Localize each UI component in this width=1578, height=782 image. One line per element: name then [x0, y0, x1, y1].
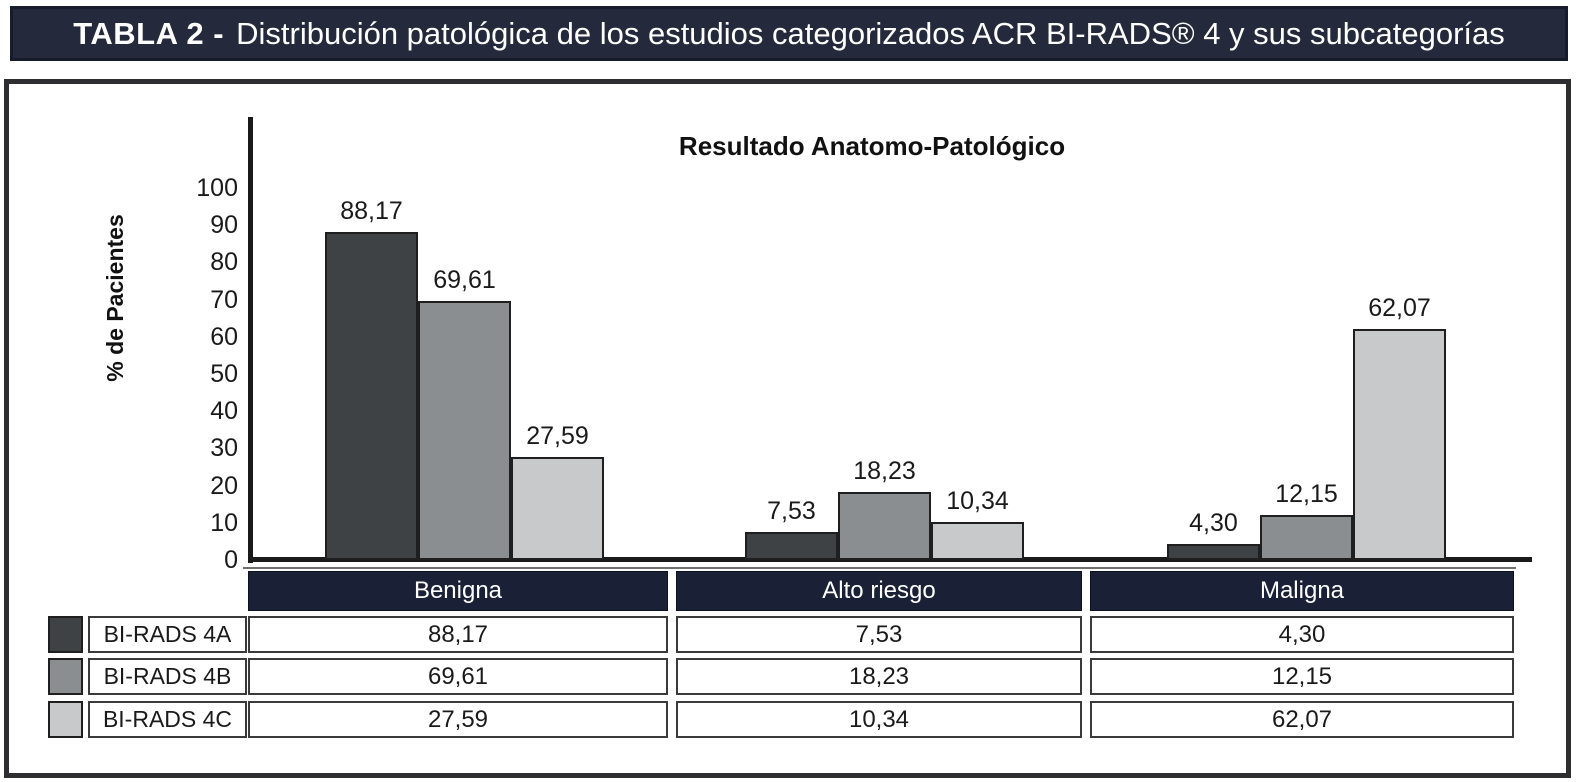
y-tick-label: 90 [210, 211, 238, 240]
value-cell: 18,23 [676, 658, 1082, 695]
y-tick-label: 70 [210, 285, 238, 314]
bar [1260, 515, 1353, 560]
y-axis [248, 117, 253, 563]
bar [418, 301, 511, 560]
bar [931, 522, 1024, 560]
bar [1167, 544, 1260, 560]
value-cell: 62,07 [1090, 701, 1514, 738]
legend-label: BI-RADS 4A [88, 616, 247, 653]
y-tick-label: 20 [210, 471, 238, 500]
chart-title: Resultado Anatomo-Patológico [678, 131, 1066, 161]
value-cell: 27,59 [248, 701, 668, 738]
table-title-prefix: TABLA 2 - [73, 15, 225, 51]
legend-swatch [48, 701, 83, 738]
value-cell: 88,17 [248, 616, 668, 653]
bar [511, 457, 604, 560]
bar-value-label: 27,59 [526, 422, 589, 450]
bar-value-label: 88,17 [340, 197, 403, 225]
y-tick-label: 30 [210, 434, 238, 463]
bar-value-label: 4,30 [1189, 509, 1238, 537]
y-tick-label: 10 [210, 508, 238, 537]
bar [325, 232, 418, 560]
legend-label: BI-RADS 4C [88, 701, 247, 738]
bar-value-label: 18,23 [853, 457, 916, 485]
category-header-cell: Alto riesgo [676, 571, 1082, 611]
bar-value-label: 62,07 [1368, 294, 1431, 322]
bar [1353, 329, 1446, 560]
legend-swatch [48, 658, 83, 695]
y-tick-label: 0 [224, 546, 238, 574]
category-header-cell: Benigna [248, 571, 668, 611]
y-tick-label: 50 [210, 360, 238, 388]
value-cell: 12,15 [1090, 658, 1514, 695]
y-axis-label: % de Pacientes [102, 214, 128, 382]
bar-value-label: 10,34 [946, 487, 1009, 515]
bar [745, 532, 838, 560]
bar-value-label: 7,53 [767, 497, 816, 525]
bar-value-label: 69,61 [433, 266, 496, 294]
category-header-cell: Maligna [1090, 571, 1514, 611]
y-tick-label: 80 [210, 248, 238, 277]
bar [838, 492, 931, 560]
legend-swatch [48, 616, 83, 653]
value-cell: 7,53 [676, 616, 1082, 653]
y-tick-label: 60 [210, 322, 238, 351]
table-title-text: Distribución patológica de los estudios … [236, 15, 1505, 51]
bar-value-label: 12,15 [1275, 480, 1338, 508]
y-tick-label: 100 [196, 174, 238, 202]
y-tick-label: 40 [210, 397, 238, 426]
value-cell: 4,30 [1090, 616, 1514, 653]
value-cell: 10,34 [676, 701, 1082, 738]
table-title-bar: TABLA 2 - Distribución patológica de los… [10, 6, 1568, 61]
value-cell: 69,61 [248, 658, 668, 695]
legend-label: BI-RADS 4B [88, 658, 247, 695]
table-top-border [243, 567, 1516, 569]
